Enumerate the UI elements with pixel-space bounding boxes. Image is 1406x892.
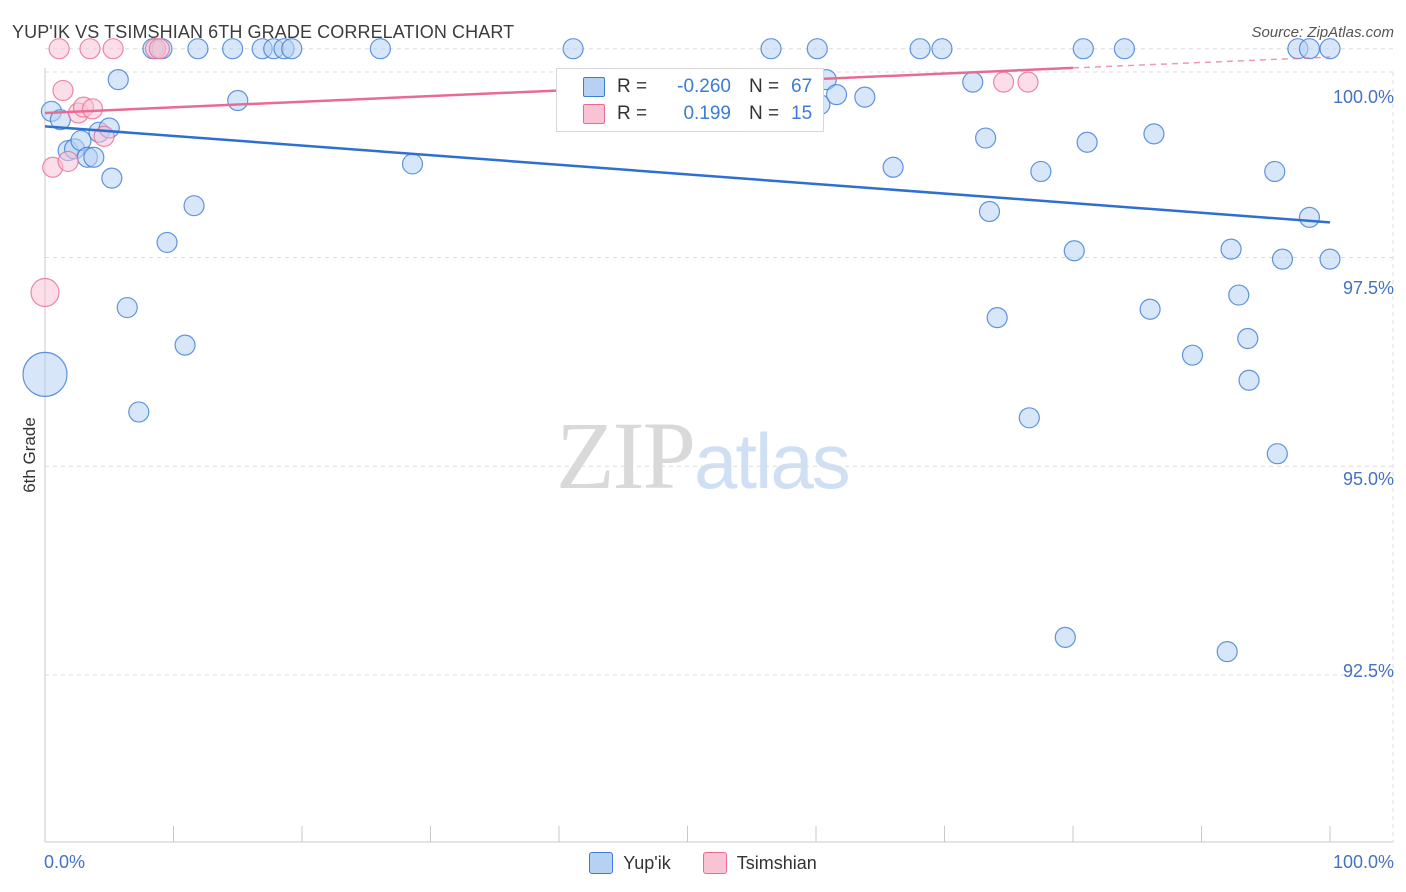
point-yupik (1220, 238, 1242, 260)
point-tsimshian (148, 38, 170, 60)
axes (44, 68, 1393, 843)
point-yupik (1266, 443, 1288, 465)
source-credit: Source: ZipAtlas.com (1251, 24, 1394, 41)
point-tsimshian (993, 71, 1015, 93)
point-yupik (116, 296, 138, 319)
point-yupik (1139, 298, 1161, 320)
legend-swatch-yupik (583, 77, 605, 97)
legend-label-tsimshian: Tsimshian (736, 852, 817, 873)
point-yupik (854, 86, 876, 108)
point-yupik (975, 127, 997, 149)
point-yupik (101, 167, 123, 189)
point-yupik (1063, 240, 1085, 262)
point-yupik (909, 38, 931, 60)
y-tick-label-92-5: 92.5% (1342, 661, 1394, 681)
y-tick-label-100: 100.0% (1332, 87, 1394, 107)
point-yupik (760, 38, 782, 60)
point-yupik (174, 334, 196, 356)
legend-n-label: N = (749, 103, 780, 124)
point-yupik (1238, 369, 1260, 391)
legend-r-value: 0.199 (683, 103, 731, 124)
point-tsimshian (1017, 71, 1039, 93)
watermark: ZIPatlas (556, 400, 851, 511)
legend-swatch-tsimshian (583, 104, 605, 124)
legend-swatch-yupik (589, 852, 614, 874)
data-points (22, 38, 1341, 663)
legend-r-label: R = (617, 103, 648, 124)
point-yupik (978, 200, 1001, 223)
point-yupik (401, 153, 424, 175)
point-yupik (183, 195, 205, 217)
point-yupik (1113, 38, 1136, 60)
legend-swatch-tsimshian (702, 852, 727, 874)
trend-line-tsimshian-extension (1072, 56, 1331, 69)
point-yupik (369, 38, 391, 60)
point-yupik (1030, 160, 1052, 183)
point-tsimshian (102, 38, 124, 60)
grid-lines (45, 48, 1394, 842)
point-yupik (1072, 38, 1094, 60)
point-yupik (281, 38, 303, 60)
point-yupik (1264, 160, 1286, 183)
point-yupik (806, 38, 828, 60)
point-tsimshian (30, 277, 60, 308)
legend-item-tsimshian[interactable]: Tsimshian (702, 852, 817, 874)
point-yupik (825, 84, 848, 106)
point-tsimshian (52, 79, 74, 102)
point-yupik (1298, 206, 1321, 228)
point-yupik (107, 68, 129, 91)
point-yupik (128, 401, 150, 423)
y-tick-label-97-5: 97.5% (1342, 278, 1394, 298)
point-yupik (1319, 248, 1341, 270)
trend-line-yupik (44, 125, 1331, 224)
legend-r-value: -0.260 (677, 76, 731, 97)
legend-n-value: 15 (791, 103, 813, 124)
y-tick-label-95: 95.0% (1342, 469, 1394, 489)
point-tsimshian (81, 98, 104, 120)
point-yupik (1018, 407, 1040, 429)
legend-n-label: N = (749, 76, 780, 97)
point-yupik (1271, 248, 1294, 270)
point-yupik (1237, 327, 1259, 350)
point-yupik (1143, 123, 1165, 145)
x-tick-label-max: 100.0% (1332, 852, 1394, 872)
point-yupik (1054, 626, 1076, 649)
point-yupik (1319, 38, 1341, 60)
legend-row-tsimshian: R = 0.199 N = 15 (583, 101, 812, 127)
point-yupik (222, 38, 244, 60)
point-yupik (1216, 641, 1238, 663)
stats-legend: R = -0.260 N = 67 R = 0.199 N = 15 (556, 68, 824, 132)
point-yupik (882, 156, 904, 178)
point-yupik (931, 38, 953, 60)
point-yupik (1228, 284, 1250, 306)
point-yupik (227, 89, 249, 112)
point-tsimshian (48, 38, 70, 60)
legend-r-label: R = (617, 76, 648, 97)
point-yupik (83, 146, 105, 168)
point-yupik (986, 306, 1008, 329)
legend-n-value: 67 (791, 76, 813, 97)
x-tick-label-min: 0.0% (44, 852, 86, 872)
point-yupik (1298, 38, 1321, 60)
point-yupik (156, 231, 178, 254)
point-yupik (562, 38, 584, 60)
point-yupik (1181, 344, 1204, 366)
point-yupik (22, 351, 68, 397)
point-tsimshian (57, 150, 79, 173)
legend-label-yupik: Yup'ik (623, 852, 671, 873)
legend-item-yupik[interactable]: Yup'ik (589, 852, 671, 874)
legend-row-yupik: R = -0.260 N = 67 (583, 74, 812, 100)
y-axis-label: 6th Grade (20, 417, 39, 493)
point-yupik (962, 71, 984, 93)
chart-title: YUP'IK VS TSIMSHIAN 6TH GRADE CORRELATIO… (12, 22, 515, 42)
series-legend: Yup'ik Tsimshian (0, 852, 1406, 874)
point-yupik (1076, 131, 1098, 153)
watermark-zip: ZIP (556, 402, 696, 509)
point-yupik (187, 38, 209, 60)
point-tsimshian (79, 38, 101, 60)
watermark-atlas: atlas (694, 417, 851, 505)
